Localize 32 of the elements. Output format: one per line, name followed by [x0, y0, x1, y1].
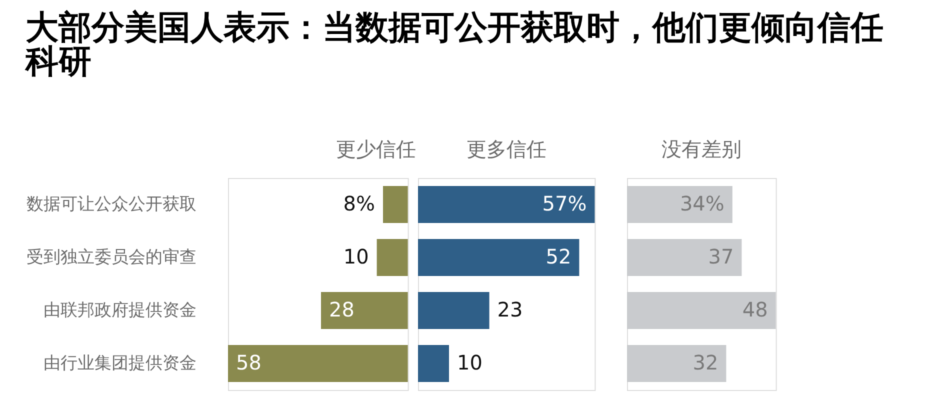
bar — [418, 344, 449, 382]
data-label: 23 — [497, 298, 523, 322]
data-label: 48 — [742, 298, 768, 322]
bar — [627, 238, 742, 276]
data-label: 28 — [329, 298, 354, 322]
bar — [627, 186, 732, 224]
data-label: 58 — [236, 350, 262, 374]
bar — [383, 186, 408, 224]
y-tick-label: 由联邦政府提供资金 — [44, 300, 196, 320]
chart-title: 大部分美国人表示：当数据可公开获取时，他们更倾向信任科研 — [24, 8, 884, 80]
data-label: 10 — [343, 244, 369, 268]
bar — [418, 186, 595, 224]
series-label: 更少信任 — [336, 137, 416, 161]
data-label: 57% — [542, 192, 587, 216]
bar — [321, 292, 408, 330]
bar — [418, 292, 490, 330]
data-label: 37 — [708, 244, 734, 268]
y-tick-label: 受到独立委员会的审查 — [26, 248, 196, 268]
y-tick-label: 数据可让公众公开获取 — [26, 194, 196, 214]
series-label: 没有差别 — [661, 137, 742, 161]
series-label: 更多信任 — [466, 137, 546, 161]
bar — [376, 238, 408, 276]
bar — [228, 344, 408, 382]
bar — [627, 344, 726, 382]
data-label: 52 — [546, 244, 572, 268]
data-label: 32 — [692, 350, 718, 374]
data-label: 10 — [457, 350, 482, 374]
bar — [418, 238, 580, 276]
data-label: 34% — [680, 192, 724, 216]
y-tick-label: 由行业集团提供资金 — [44, 354, 196, 374]
bar — [627, 292, 776, 330]
data-label: 8% — [343, 192, 375, 216]
